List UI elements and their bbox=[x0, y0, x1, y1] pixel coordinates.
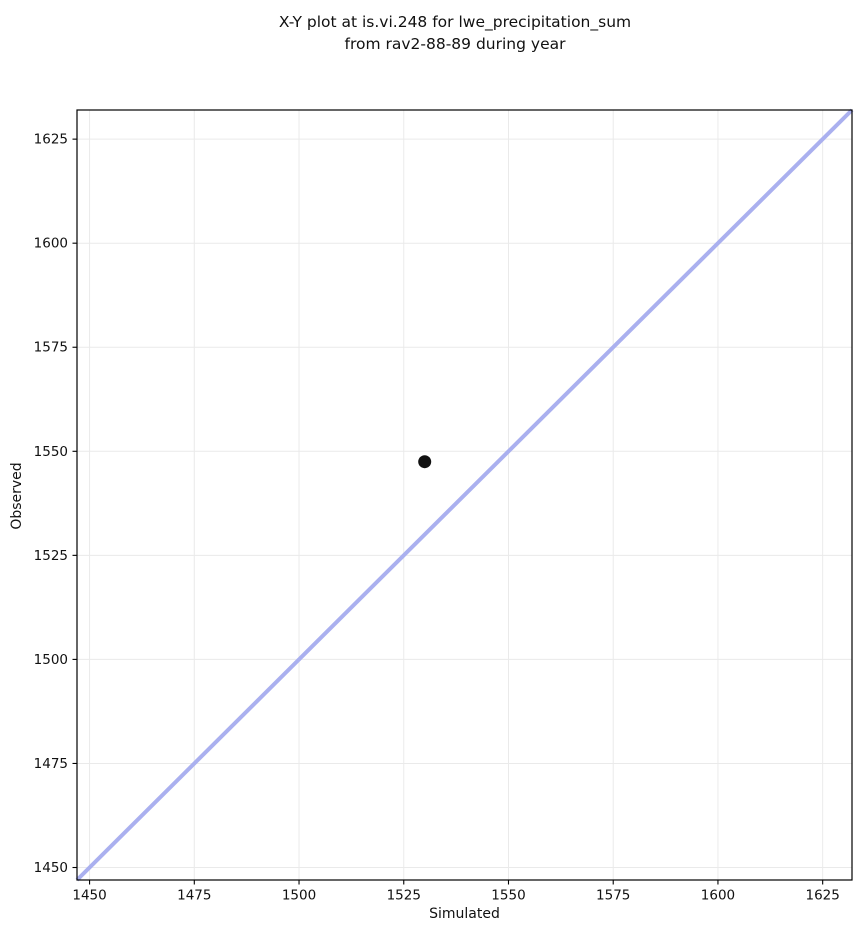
plot-border bbox=[76, 109, 853, 881]
y-axis-label: Observed bbox=[9, 462, 25, 530]
x-tick-label: 1475 bbox=[177, 888, 211, 904]
y-tick-label: 1550 bbox=[34, 444, 68, 460]
x-tick-label: 1500 bbox=[282, 888, 316, 904]
x-tick-label: 1550 bbox=[491, 888, 525, 904]
x-tick-label: 1600 bbox=[701, 888, 735, 904]
y-tick-label: 1625 bbox=[34, 132, 68, 148]
chart-title: X-Y plot at is.vi.248 for lwe_precipitat… bbox=[45, 11, 860, 55]
y-tick-label: 1600 bbox=[34, 236, 68, 252]
y-tick-label: 1475 bbox=[34, 756, 68, 772]
x-axis-label: Simulated bbox=[429, 906, 500, 922]
y-tick-label: 1525 bbox=[34, 548, 68, 564]
identity-line bbox=[75, 108, 854, 882]
x-tick-label: 1525 bbox=[387, 888, 421, 904]
y-tick-label: 1575 bbox=[34, 340, 68, 356]
x-tick-label: 1625 bbox=[805, 888, 839, 904]
y-tick-label: 1450 bbox=[34, 860, 68, 876]
x-tick-label: 1575 bbox=[596, 888, 630, 904]
chart-title-line1: X-Y plot at is.vi.248 for lwe_precipitat… bbox=[278, 13, 632, 31]
chart-title-line2: from rav2-88-89 during year bbox=[344, 35, 566, 53]
y-tick-label: 1500 bbox=[34, 652, 68, 668]
data-point bbox=[418, 455, 432, 469]
x-tick-label: 1450 bbox=[72, 888, 106, 904]
